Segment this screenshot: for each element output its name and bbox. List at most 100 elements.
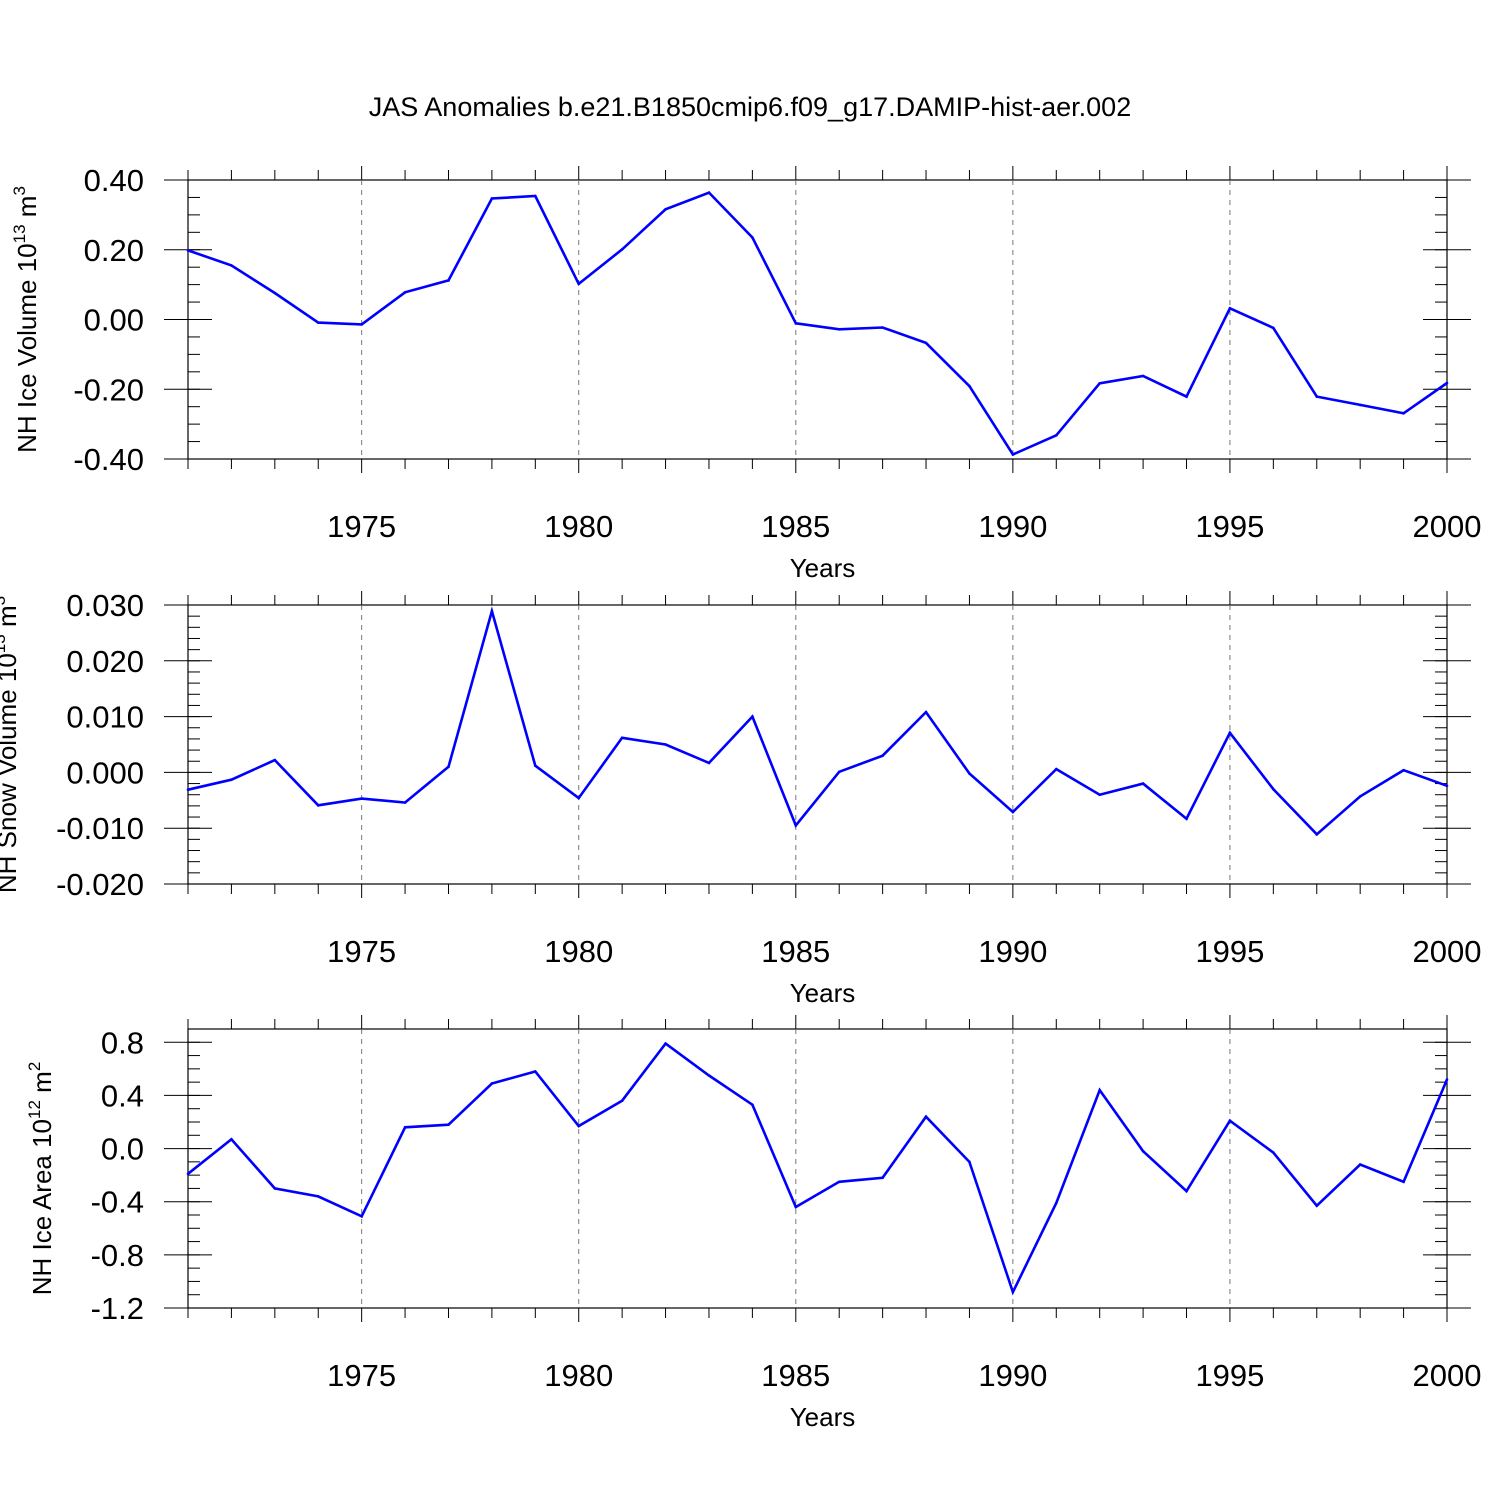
data-point — [837, 1180, 841, 1184]
x-tick-label: 1980 — [544, 934, 613, 969]
data-point — [1098, 1088, 1101, 1092]
data-point — [577, 1124, 581, 1128]
data-point — [1445, 381, 1449, 385]
data-point — [794, 1205, 798, 1209]
x-tick-label: 1975 — [327, 1358, 396, 1393]
data-point — [924, 1115, 928, 1118]
data-point — [273, 1187, 277, 1190]
data-point — [447, 765, 450, 769]
data-point — [751, 236, 754, 239]
x-tick-label: 1995 — [1195, 934, 1264, 969]
data-point — [1402, 1180, 1405, 1184]
series-line — [187, 606, 1448, 837]
data-point — [794, 824, 798, 827]
y-tick-label: 0.4 — [101, 1078, 144, 1113]
y-tick-label: -1.2 — [91, 1291, 144, 1326]
data-point — [534, 194, 537, 198]
x-tick-label: 2000 — [1413, 509, 1482, 544]
data-point — [360, 797, 363, 800]
y-tick-label: -0.020 — [56, 867, 144, 902]
data-point — [707, 191, 711, 194]
data-point — [1054, 1201, 1058, 1205]
x-tick-label: 1990 — [978, 509, 1047, 544]
data-point — [1228, 1119, 1232, 1122]
x-tick-label: 1975 — [327, 934, 396, 969]
data-point — [316, 1195, 320, 1198]
y-axis-label: NH Snow Volume 1013 m3 — [0, 596, 22, 893]
data-point — [751, 715, 754, 718]
data-point — [316, 804, 320, 807]
data-point — [186, 788, 190, 791]
data-point — [664, 207, 667, 211]
data-point — [794, 322, 798, 325]
data-point — [490, 197, 494, 200]
data-point — [316, 321, 320, 324]
data-point — [1315, 1204, 1319, 1207]
data-point — [1272, 1151, 1275, 1154]
data-point — [881, 326, 884, 329]
y-axis-label: NH Ice Volume 1013 m3 — [10, 186, 42, 453]
data-point — [1358, 1163, 1362, 1166]
data-point — [1315, 395, 1319, 398]
x-tick-label: 1985 — [761, 934, 830, 969]
series-line — [187, 191, 1448, 457]
data-point — [1358, 403, 1362, 407]
y-tick-label: 0.00 — [84, 303, 144, 338]
data-point — [403, 1126, 407, 1129]
chart-panel: 1975 1980 1985 1990 1995 2000 Years -1.2 -0.8 -0.… — [25, 1015, 1481, 1432]
y-tick-label: -0.20 — [73, 372, 144, 407]
y-tick-label: -0.40 — [73, 442, 144, 477]
data-point — [534, 1070, 537, 1073]
data-point — [1445, 784, 1449, 788]
data-point — [1228, 731, 1232, 735]
data-point — [881, 1176, 884, 1180]
chart-panel: 1975 1980 1985 1990 1995 2000 Years -0.020 -0.01… — [0, 588, 1481, 1008]
data-point — [447, 1123, 450, 1126]
y-tick-label: -0.4 — [91, 1185, 144, 1220]
x-tick-label: 2000 — [1413, 1358, 1482, 1393]
x-tick-label: 1985 — [761, 1358, 830, 1393]
data-point — [1272, 326, 1275, 330]
data-point — [1272, 787, 1275, 791]
figure-title: JAS Anomalies b.e21.B1850cmip6.f09_g17.D… — [369, 92, 1131, 122]
data-point — [664, 1042, 667, 1045]
data-point — [403, 290, 407, 294]
x-axis-label: Years — [790, 978, 856, 1008]
plot-frame — [187, 604, 1448, 885]
data-point — [1185, 1189, 1188, 1193]
data-point — [534, 764, 537, 768]
data-point — [490, 1082, 494, 1085]
x-tick-label: 1990 — [978, 1358, 1047, 1393]
y-tick-label: 0.010 — [66, 700, 144, 735]
x-tick-label: 1975 — [327, 509, 396, 544]
data-point — [360, 1215, 363, 1218]
y-tick-label: 0.020 — [66, 644, 144, 679]
data-point — [1185, 817, 1188, 821]
data-point — [664, 743, 667, 746]
y-tick-label: 0.030 — [66, 588, 144, 623]
data-point — [1402, 412, 1405, 415]
data-point — [360, 323, 363, 326]
y-tick-label: 0.20 — [84, 233, 144, 268]
x-axis-label: Years — [790, 553, 856, 583]
x-tick-label: 2000 — [1413, 934, 1482, 969]
data-point — [924, 341, 928, 345]
data-point — [1054, 767, 1058, 771]
x-tick-label: 1995 — [1195, 509, 1264, 544]
data-point — [186, 1172, 190, 1176]
data-point — [186, 249, 190, 252]
x-tick-label: 1985 — [761, 509, 830, 544]
x-axis-label: Years — [790, 1402, 856, 1432]
data-point — [490, 609, 494, 613]
x-tick-label: 1990 — [978, 934, 1047, 969]
data-point — [1445, 1078, 1449, 1081]
data-point — [577, 796, 581, 800]
data-point — [968, 1160, 971, 1164]
data-point — [447, 279, 450, 282]
x-tick-label: 1980 — [544, 509, 613, 544]
data-point — [1011, 810, 1015, 814]
data-point — [620, 736, 624, 740]
data-point — [273, 291, 277, 295]
data-point — [751, 1103, 754, 1107]
